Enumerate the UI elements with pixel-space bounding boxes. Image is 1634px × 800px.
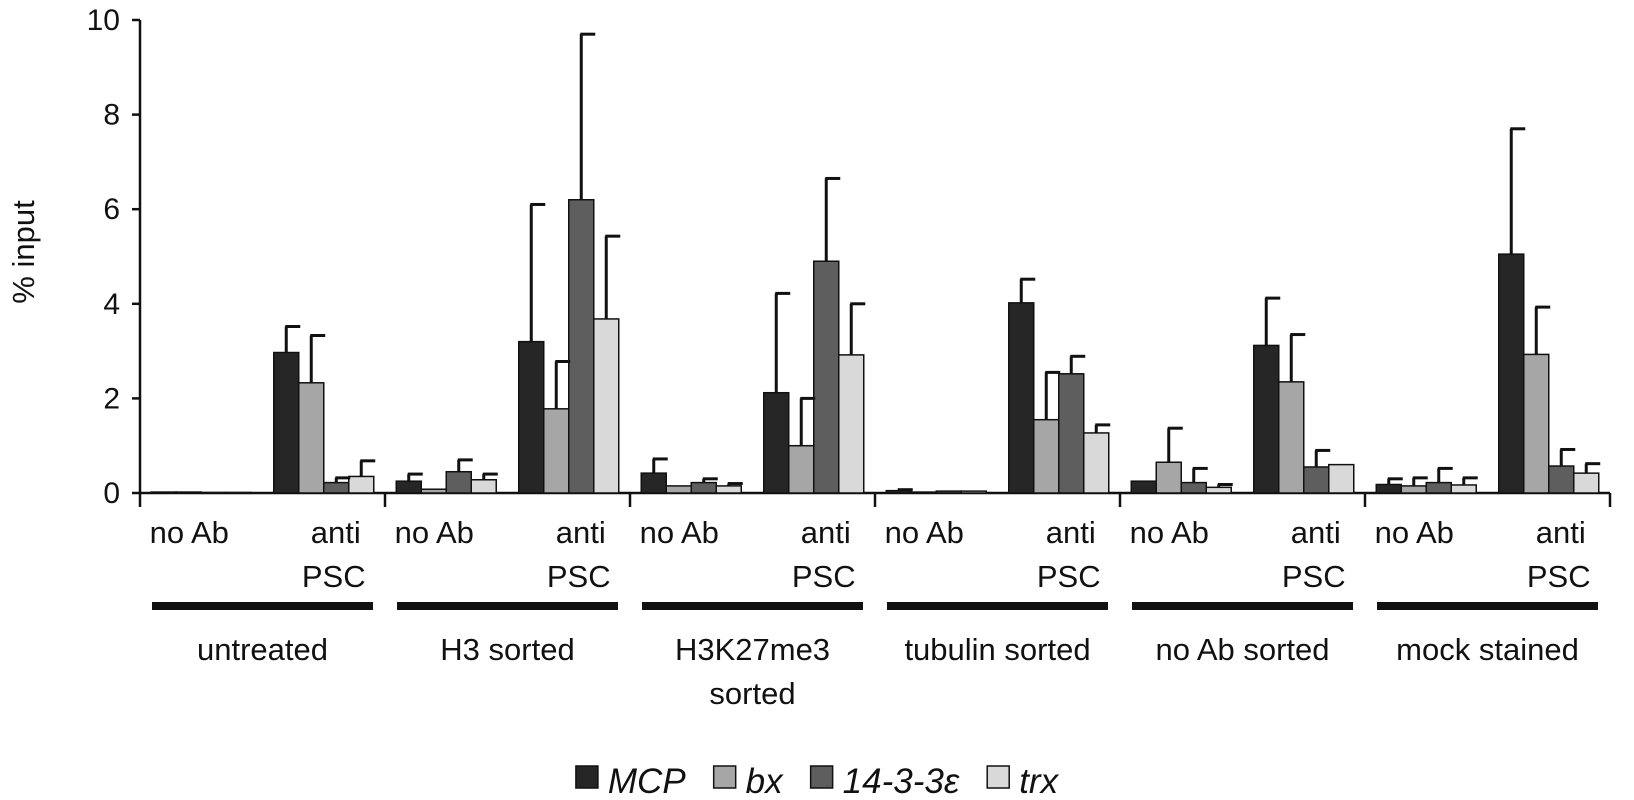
bar	[1008, 302, 1035, 494]
bar	[1523, 353, 1550, 494]
bar	[1180, 481, 1207, 494]
bar	[348, 475, 375, 494]
bar	[593, 318, 620, 494]
bar	[1573, 472, 1600, 494]
legend: MCP bx 14-3-3ε trx	[575, 762, 1060, 800]
legend-label: trx	[1019, 762, 1059, 800]
bar	[1033, 418, 1060, 494]
bar	[1425, 481, 1452, 494]
bar	[960, 490, 987, 494]
bar	[1253, 344, 1280, 494]
bar	[1278, 381, 1305, 494]
group-labels: untreated H3 sorted H3K27me3 sorted tubulin …	[152, 602, 1598, 711]
legend-swatch	[575, 765, 599, 789]
group-label: H3 sorted	[440, 632, 574, 667]
bar	[395, 480, 422, 494]
legend-swatch	[986, 765, 1010, 789]
bar	[1058, 373, 1085, 494]
bar	[1083, 432, 1110, 494]
bar	[1450, 484, 1477, 494]
group-label: sorted	[709, 676, 795, 711]
bar	[445, 470, 472, 494]
bar	[420, 488, 447, 494]
bar	[1155, 461, 1182, 494]
y-tick-label: 8	[103, 99, 120, 132]
bar	[200, 491, 227, 495]
bar	[273, 351, 300, 494]
bar	[518, 340, 545, 494]
y-tick-label: 6	[103, 193, 120, 226]
category-label: anti	[311, 515, 361, 550]
bar	[1130, 480, 1157, 494]
bar	[1328, 463, 1355, 494]
group-label: H3K27me3	[675, 632, 830, 667]
bar	[715, 485, 742, 494]
y-axis-ticks: 0 2 4 6 8 10	[87, 4, 140, 510]
legend-label: bx	[746, 762, 784, 800]
bar	[1400, 485, 1427, 494]
category-label: anti	[556, 515, 606, 550]
bar	[1548, 465, 1575, 494]
bar	[1205, 486, 1232, 494]
bar	[470, 479, 497, 494]
category-label: no Ab	[150, 515, 229, 550]
bar	[640, 472, 667, 494]
group-label: no Ab sorted	[1155, 632, 1329, 667]
category-label: anti	[801, 515, 851, 550]
category-label: no Ab	[1130, 515, 1209, 550]
bar	[665, 485, 692, 494]
bar	[690, 481, 717, 494]
category-label: no Ab	[640, 515, 719, 550]
bar	[225, 491, 252, 495]
legend-label: 14-3-3ε	[843, 762, 960, 800]
category-label: PSC	[792, 559, 856, 594]
bar	[763, 391, 790, 494]
legend-swatch	[809, 765, 834, 789]
legend-swatch	[712, 765, 737, 789]
category-label: PSC	[1527, 559, 1591, 594]
bar	[1498, 253, 1525, 494]
bar	[838, 354, 865, 494]
bar	[1303, 466, 1330, 494]
y-tick-label: 0	[103, 477, 120, 510]
category-label: PSC	[547, 559, 611, 594]
group-label: untreated	[197, 632, 328, 667]
category-label: anti	[1046, 515, 1096, 550]
bar	[568, 198, 595, 494]
legend-label: MCP	[608, 762, 686, 800]
category-label: PSC	[302, 559, 366, 594]
bar	[788, 444, 815, 494]
bar	[1375, 483, 1402, 494]
x-category-labels: no Ab anti PSC no Ab anti PSC no Ab anti PSC no A…	[138, 493, 1612, 594]
bars-layer	[150, 198, 1600, 495]
group-label: tubulin sorted	[904, 632, 1090, 667]
bar	[935, 490, 962, 494]
y-tick-label: 10	[87, 4, 120, 37]
y-tick-label: 4	[103, 288, 120, 321]
category-label: PSC	[1282, 559, 1346, 594]
bar	[150, 491, 177, 494]
category-label: no Ab	[395, 515, 474, 550]
group-label: mock stained	[1396, 632, 1579, 667]
category-label: no Ab	[885, 515, 964, 550]
bar	[298, 382, 325, 494]
category-label: PSC	[1037, 559, 1101, 594]
bar	[175, 491, 202, 494]
category-label: no Ab	[1375, 515, 1454, 550]
error-bars-layer	[284, 32, 1601, 492]
y-axis-title: % input	[6, 200, 41, 304]
bar	[543, 408, 570, 494]
category-label: anti	[1536, 515, 1586, 550]
y-tick-label: 2	[103, 382, 120, 415]
bar	[323, 481, 350, 494]
bar	[910, 491, 937, 494]
category-label: anti	[1291, 515, 1341, 550]
bar	[813, 260, 840, 494]
